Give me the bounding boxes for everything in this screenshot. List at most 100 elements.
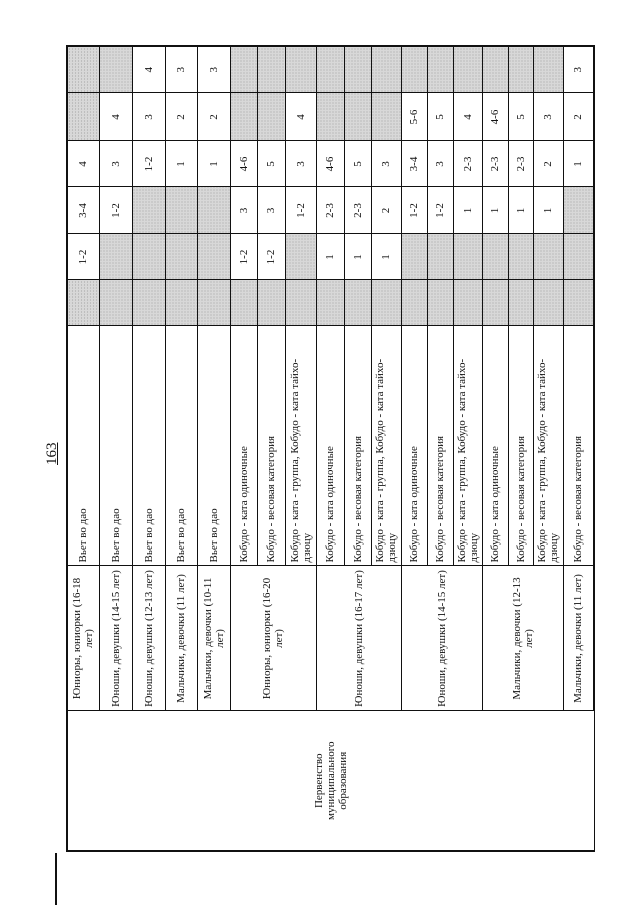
place-cell: 1 bbox=[371, 234, 401, 280]
shaded-cell bbox=[508, 234, 533, 280]
age-group-cell: Юниоры, юниорки (16-20 лет) bbox=[230, 566, 316, 711]
shaded-cell bbox=[482, 234, 508, 280]
place-cell: 5 bbox=[344, 141, 371, 187]
place-cell: 4 bbox=[132, 46, 165, 93]
place-cell: 3-4 bbox=[67, 187, 99, 234]
place-cell: 1-2 bbox=[427, 187, 453, 234]
place-cell: 4 bbox=[99, 93, 132, 141]
discipline-cell: Кобудо - весовая категория bbox=[563, 326, 594, 566]
discipline-cell: Вьет во дао bbox=[67, 326, 99, 566]
shaded-cell bbox=[316, 93, 344, 141]
shaded-cell bbox=[165, 187, 197, 234]
shaded-cell bbox=[427, 234, 453, 280]
shaded-cell bbox=[344, 280, 371, 326]
shaded-cell bbox=[453, 280, 482, 326]
shaded-cell bbox=[453, 234, 482, 280]
shaded-cell bbox=[401, 234, 427, 280]
age-group-cell: Юноши, девушки (12-13 лет) bbox=[132, 566, 165, 711]
place-cell: 1-2 bbox=[99, 187, 132, 234]
discipline-cell: Кобудо - ката - группа, Кобудо - ката та… bbox=[453, 326, 482, 566]
place-cell: 2 bbox=[563, 93, 594, 141]
shaded-cell bbox=[401, 46, 427, 93]
shaded-cell bbox=[482, 280, 508, 326]
place-cell: 1-2 bbox=[67, 234, 99, 280]
place-cell: 2-3 bbox=[316, 187, 344, 234]
place-cell: 3 bbox=[257, 187, 285, 234]
place-cell: 3 bbox=[285, 141, 316, 187]
place-cell: 3 bbox=[132, 93, 165, 141]
place-cell: 3 bbox=[533, 93, 563, 141]
shaded-cell bbox=[316, 280, 344, 326]
shaded-cell bbox=[257, 93, 285, 141]
shaded-cell bbox=[285, 280, 316, 326]
shaded-cell bbox=[197, 234, 230, 280]
place-cell: 2-3 bbox=[453, 141, 482, 187]
page-number: 163 bbox=[44, 442, 60, 466]
shaded-cell bbox=[230, 280, 257, 326]
place-cell: 1-2 bbox=[401, 187, 427, 234]
age-group-cell: Юноши, девушки (14-15 лет) bbox=[99, 566, 132, 711]
place-cell: 5 bbox=[427, 93, 453, 141]
place-cell: 1 bbox=[563, 141, 594, 187]
shaded-cell bbox=[508, 46, 533, 93]
age-group-cell: Юноши, девушки (16-17 лет) bbox=[316, 566, 401, 711]
place-cell: 3 bbox=[371, 141, 401, 187]
place-cell: 4 bbox=[67, 141, 99, 187]
place-cell: 2 bbox=[165, 93, 197, 141]
shaded-cell bbox=[197, 187, 230, 234]
shaded-cell bbox=[67, 93, 99, 141]
shaded-cell bbox=[197, 280, 230, 326]
shaded-cell bbox=[401, 280, 427, 326]
place-cell: 2-3 bbox=[482, 141, 508, 187]
shaded-cell bbox=[344, 93, 371, 141]
place-cell: 4-6 bbox=[482, 93, 508, 141]
shaded-cell bbox=[230, 93, 257, 141]
shaded-cell bbox=[371, 93, 401, 141]
shaded-cell bbox=[533, 280, 563, 326]
shaded-cell bbox=[257, 46, 285, 93]
discipline-cell: Кобудо - ката одиночные bbox=[401, 326, 427, 566]
shaded-cell bbox=[533, 234, 563, 280]
discipline-cell: Вьет во дао bbox=[165, 326, 197, 566]
place-cell: 3 bbox=[165, 46, 197, 93]
shaded-cell bbox=[99, 234, 132, 280]
shaded-cell bbox=[132, 234, 165, 280]
place-cell: 1 bbox=[316, 234, 344, 280]
place-cell: 3 bbox=[197, 46, 230, 93]
shaded-cell bbox=[165, 234, 197, 280]
place-cell: 1 bbox=[344, 234, 371, 280]
place-cell: 5 bbox=[508, 93, 533, 141]
place-cell: 3-4 bbox=[401, 141, 427, 187]
shaded-cell bbox=[99, 280, 132, 326]
shaded-cell bbox=[508, 280, 533, 326]
discipline-cell: Кобудо - весовая категория bbox=[427, 326, 453, 566]
shaded-cell bbox=[165, 280, 197, 326]
table-row: Первенство муниципального образования Юни… bbox=[67, 46, 594, 851]
shaded-cell bbox=[563, 187, 594, 234]
discipline-cell: Кобудо - весовая категория bbox=[508, 326, 533, 566]
age-group-cell: Юниоры, юниорки (16-18 лет) bbox=[67, 566, 99, 711]
place-cell: 4-6 bbox=[230, 141, 257, 187]
shaded-cell bbox=[371, 46, 401, 93]
shaded-cell bbox=[257, 280, 285, 326]
shaded-cell bbox=[67, 280, 99, 326]
place-cell: 1 bbox=[165, 141, 197, 187]
shaded-cell bbox=[67, 46, 99, 93]
discipline-cell: Вьет во дао bbox=[99, 326, 132, 566]
discipline-cell: Кобудо - ката - группа, Кобудо - ката та… bbox=[285, 326, 316, 566]
edge-rule bbox=[55, 853, 57, 905]
shaded-cell bbox=[482, 46, 508, 93]
discipline-cell: Кобудо - весовая категория bbox=[257, 326, 285, 566]
place-cell: 3 bbox=[563, 46, 594, 93]
place-cell: 2 bbox=[533, 141, 563, 187]
place-cell: 5-6 bbox=[401, 93, 427, 141]
place-cell: 2-3 bbox=[344, 187, 371, 234]
shaded-cell bbox=[285, 46, 316, 93]
place-cell: 5 bbox=[257, 141, 285, 187]
place-cell: 1-2 bbox=[285, 187, 316, 234]
shaded-cell bbox=[344, 46, 371, 93]
place-cell: 1-2 bbox=[132, 141, 165, 187]
place-cell: 4-6 bbox=[316, 141, 344, 187]
place-cell: 2-3 bbox=[508, 141, 533, 187]
